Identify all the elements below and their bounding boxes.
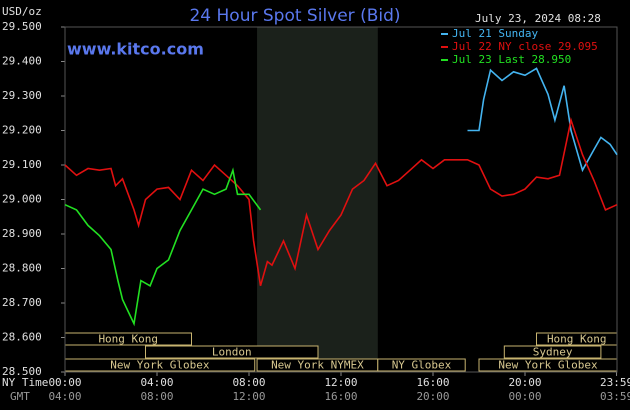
- y-tick-label: 28.500: [2, 365, 42, 378]
- x-tick-label: 08:00: [232, 376, 265, 389]
- session-bar: [145, 345, 319, 359]
- y-tick-label: 29.200: [2, 124, 42, 137]
- gmt-tick-label: 08:00: [140, 390, 173, 403]
- legend-label: Jul 22 NY close 29.095: [452, 40, 598, 53]
- gmt-tick-label: 12:00: [232, 390, 265, 403]
- session-label: Sydney: [533, 346, 573, 359]
- y-tick-label: 29.400: [2, 55, 42, 68]
- session-label: London: [212, 346, 252, 359]
- x-row-label: NY Time: [2, 376, 48, 389]
- chart-title: 24 Hour Spot Silver (Bid): [189, 6, 400, 26]
- gmt-tick-label: 04:00: [48, 390, 81, 403]
- series-line: [64, 167, 262, 327]
- series-line: [64, 117, 618, 287]
- x-tick-label: 04:00: [140, 376, 173, 389]
- y-tick-label: 28.900: [2, 227, 42, 240]
- x-row-label: GMT: [10, 390, 30, 403]
- y-tick-label: 28.600: [2, 331, 42, 344]
- session-label: Hong Kong: [98, 333, 158, 346]
- gmt-tick-label: 00:00: [508, 390, 541, 403]
- x-tick-label: 23:59: [600, 376, 630, 389]
- y-tick-label: 29.500: [2, 20, 42, 33]
- y-tick-label: 29.100: [2, 158, 42, 171]
- series-line: [467, 67, 618, 173]
- legend-label: Jul 23 Last 28.950: [452, 53, 571, 66]
- gmt-tick-label: 20:00: [416, 390, 449, 403]
- session-label: Hong Kong: [547, 333, 607, 346]
- x-tick-label: 20:00: [508, 376, 541, 389]
- session-label: New York Globex: [498, 359, 598, 372]
- plot-frame: [64, 26, 618, 373]
- session-label: New York NYMEX: [271, 359, 364, 372]
- x-tick-label: 16:00: [416, 376, 449, 389]
- unit-label: USD/oz: [2, 5, 42, 18]
- y-tick-label: 28.800: [2, 262, 42, 275]
- session-label: NY Globex: [392, 359, 452, 372]
- gmt-tick-label: 03:59: [600, 390, 630, 403]
- y-tick-label: 29.000: [2, 193, 42, 206]
- session-shade: [257, 27, 378, 372]
- y-tick-label: 29.300: [2, 89, 42, 102]
- x-tick-label: 12:00: [324, 376, 357, 389]
- gmt-tick-label: 16:00: [324, 390, 357, 403]
- timestamp: July 23, 2024 08:28: [475, 12, 601, 25]
- y-tick-label: 28.700: [2, 296, 42, 309]
- session-label: New York Globex: [110, 359, 210, 372]
- session-bar: [377, 358, 466, 372]
- session-bar: [503, 345, 602, 359]
- x-tick-label: 00:00: [48, 376, 81, 389]
- watermark: www.kitco.com: [67, 40, 204, 59]
- legend-label: Jul 21 Sunday: [452, 27, 538, 40]
